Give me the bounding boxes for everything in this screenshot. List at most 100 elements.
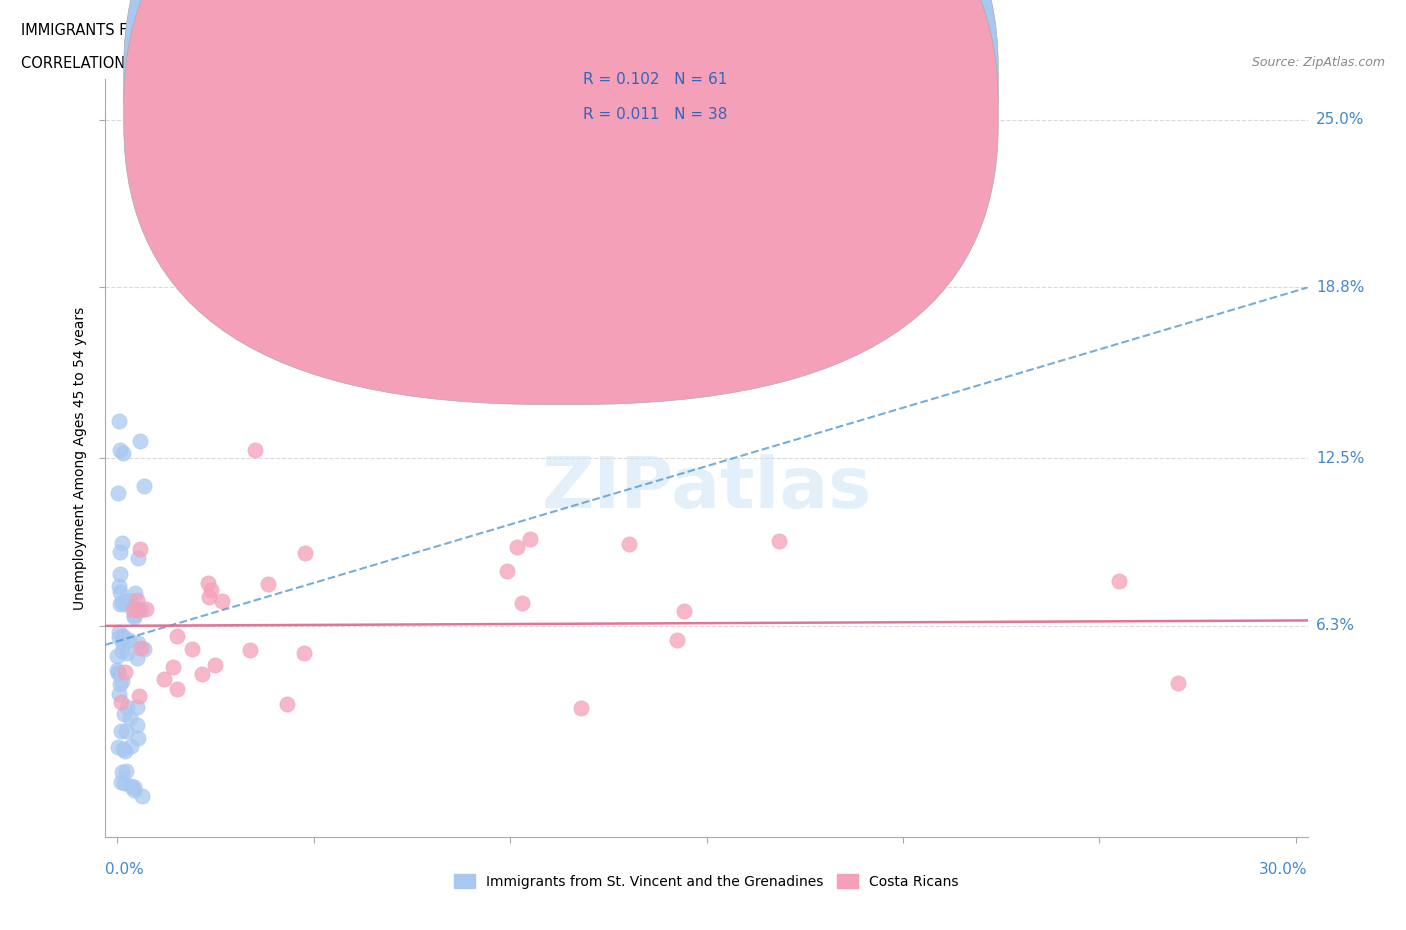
Point — [108, 567, 131, 582]
Point — [107, 666, 129, 681]
Text: 0.0%: 0.0% — [105, 862, 145, 877]
Point — [672, 604, 695, 618]
Y-axis label: Unemployment Among Ages 45 to 54 years: Unemployment Among Ages 45 to 54 years — [73, 306, 87, 610]
Point — [118, 592, 141, 607]
Point — [107, 414, 129, 429]
Point — [153, 671, 176, 686]
Point — [107, 739, 129, 754]
Text: R = 0.011   N = 38: R = 0.011 N = 38 — [583, 107, 728, 122]
Point — [114, 664, 136, 679]
Point — [666, 633, 689, 648]
Point — [110, 774, 132, 789]
Point — [112, 597, 135, 612]
Point — [276, 697, 298, 711]
Point — [127, 730, 149, 745]
Point — [124, 586, 146, 601]
Text: 18.8%: 18.8% — [1316, 280, 1364, 295]
Point — [127, 603, 149, 618]
Point — [193, 261, 215, 276]
Text: 25.0%: 25.0% — [1316, 113, 1364, 127]
Point — [112, 707, 135, 722]
Point — [118, 711, 141, 725]
Point — [191, 667, 214, 682]
Point — [115, 645, 138, 660]
Point — [115, 699, 138, 714]
Text: IMMIGRANTS FROM ST. VINCENT AND THE GRENADINES VS COSTA RICAN UNEMPLOYMENT AMONG: IMMIGRANTS FROM ST. VINCENT AND THE GREN… — [21, 23, 910, 38]
Point — [200, 582, 222, 597]
Point — [111, 628, 134, 643]
Point — [107, 579, 129, 594]
Point — [107, 485, 129, 500]
Point — [294, 645, 316, 660]
Point — [110, 545, 132, 560]
Point — [111, 594, 134, 609]
Point — [108, 585, 131, 600]
Point — [108, 443, 131, 458]
Point — [107, 665, 129, 680]
Point — [506, 539, 529, 554]
Point — [135, 602, 157, 617]
Point — [127, 636, 149, 651]
Point — [124, 607, 146, 622]
Point — [239, 643, 262, 658]
Point — [129, 541, 152, 556]
Point — [569, 701, 592, 716]
Point — [112, 741, 135, 756]
Point — [120, 738, 142, 753]
Point — [112, 445, 135, 460]
Point — [129, 641, 152, 656]
Point — [211, 593, 233, 608]
Point — [111, 634, 134, 649]
Point — [112, 775, 135, 790]
Point — [115, 764, 138, 779]
Point — [118, 632, 141, 647]
Point — [617, 537, 640, 551]
Point — [108, 687, 131, 702]
Point — [204, 658, 226, 672]
Point — [124, 783, 146, 798]
Point — [1108, 574, 1130, 589]
Point — [125, 700, 148, 715]
Point — [114, 594, 136, 609]
Point — [108, 624, 131, 639]
Point — [111, 644, 134, 658]
Point — [768, 534, 790, 549]
Point — [112, 594, 135, 609]
Point — [110, 724, 132, 738]
Point — [125, 592, 148, 607]
Point — [162, 659, 184, 674]
Point — [125, 651, 148, 666]
Point — [128, 689, 150, 704]
Point — [122, 779, 145, 794]
Point — [519, 532, 541, 547]
Text: Source: ZipAtlas.com: Source: ZipAtlas.com — [1251, 56, 1385, 69]
Point — [134, 642, 156, 657]
Legend: Immigrants from St. Vincent and the Grenadines, Costa Ricans: Immigrants from St. Vincent and the Gren… — [449, 869, 965, 895]
Point — [115, 724, 138, 738]
Point — [108, 630, 131, 644]
Point — [496, 564, 519, 578]
Point — [124, 609, 146, 624]
Point — [132, 479, 155, 494]
Point — [294, 545, 316, 560]
Text: 12.5%: 12.5% — [1316, 450, 1364, 466]
Point — [510, 596, 533, 611]
Point — [127, 718, 149, 733]
Point — [122, 603, 145, 618]
Text: ZIPatlas: ZIPatlas — [541, 454, 872, 523]
Point — [180, 641, 202, 656]
Point — [112, 631, 135, 645]
Point — [120, 778, 142, 793]
Point — [110, 765, 132, 780]
Text: 6.3%: 6.3% — [1316, 618, 1355, 633]
Point — [197, 576, 219, 591]
Point — [128, 433, 150, 448]
Point — [105, 648, 128, 663]
Point — [243, 443, 266, 458]
Point — [105, 663, 128, 678]
Point — [129, 603, 152, 618]
Point — [166, 629, 188, 644]
Point — [110, 596, 132, 611]
Text: CORRELATION CHART: CORRELATION CHART — [21, 56, 179, 71]
Point — [111, 536, 134, 551]
